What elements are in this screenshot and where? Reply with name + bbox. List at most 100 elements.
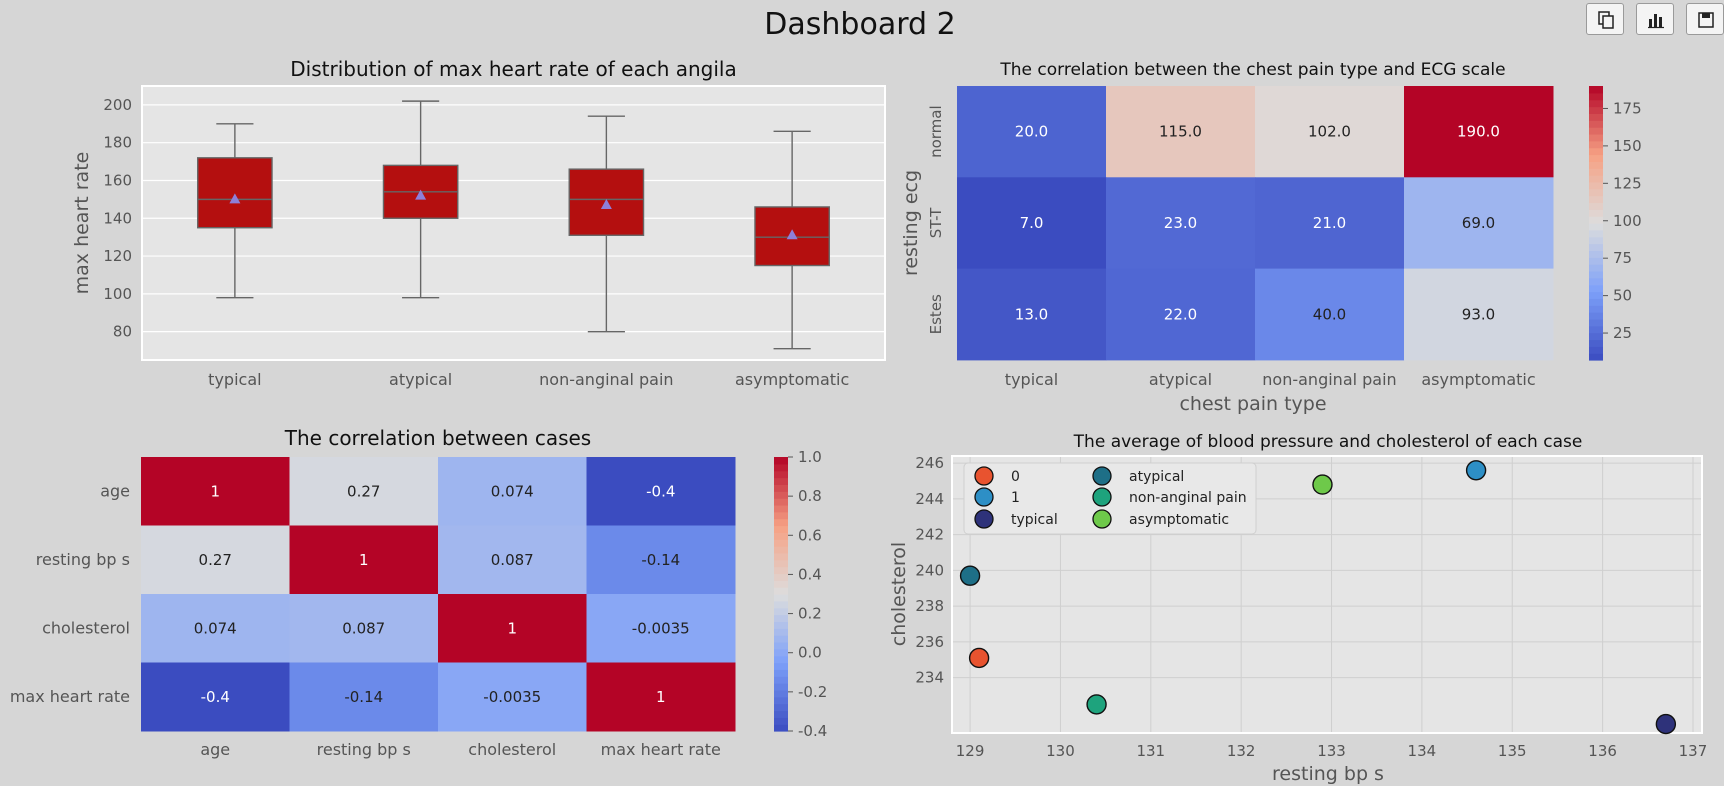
y-tick-label: 242 xyxy=(915,526,944,544)
colorbar-segment xyxy=(774,717,788,725)
colorbar-segment xyxy=(774,525,788,533)
colorbar-segment xyxy=(1589,223,1603,231)
scatter-point xyxy=(1465,460,1487,481)
colorbar-segment xyxy=(1589,236,1603,245)
y-tick-label: 140 xyxy=(103,209,132,227)
colorbar-tick-label: 0.6 xyxy=(798,526,822,544)
colorbar-tick-label: 25 xyxy=(1613,324,1632,342)
dashboard-title: Dashboard 2 xyxy=(764,7,955,42)
heatmap-cell xyxy=(438,525,587,595)
legend-marker xyxy=(1092,487,1112,507)
heatmap-cell xyxy=(141,525,290,595)
x-tick-label: 129 xyxy=(956,742,985,760)
colorbar-segment xyxy=(1589,113,1603,121)
colorbar-tick-label: 50 xyxy=(1613,287,1632,305)
scatter-point xyxy=(1086,694,1107,715)
heatmap-cell xyxy=(1106,268,1256,361)
y-axis-label: cholesterol xyxy=(888,542,910,646)
colorbar-segment xyxy=(1589,120,1603,128)
cell-label: 0.074 xyxy=(491,482,534,500)
colorbar-segment xyxy=(774,573,788,581)
colorbar-segment xyxy=(774,655,788,664)
colorbar-segment xyxy=(774,696,788,705)
heatmap-cell xyxy=(438,662,587,732)
cell-label: 1 xyxy=(359,551,369,569)
colorbar-segment xyxy=(774,703,788,712)
y-axis-label: resting ecg xyxy=(900,170,922,276)
cell-label: 20.0 xyxy=(1015,123,1048,141)
colorbar-segment xyxy=(774,539,788,547)
colorbar-segment xyxy=(774,628,788,636)
legend-label: non-anginal pain xyxy=(1129,490,1247,506)
y-tick-label: 234 xyxy=(915,669,944,687)
colorbar-tick-label: -0.2 xyxy=(798,683,827,701)
box-0 xyxy=(197,157,273,229)
mean-marker xyxy=(229,193,241,204)
colorbar-segment xyxy=(1589,92,1603,101)
x-axis-label: resting bp s xyxy=(1272,763,1384,785)
y-tick-label: 244 xyxy=(915,490,944,508)
heatmap-cell xyxy=(957,268,1107,361)
legend-label: 1 xyxy=(1011,490,1020,506)
colorbar-segment xyxy=(1589,257,1603,265)
heatmap-cell xyxy=(141,457,290,526)
colorbar-segment xyxy=(1589,181,1603,190)
y-axis-label: max heart rate xyxy=(71,152,93,295)
x-tick-label: 130 xyxy=(1046,742,1075,760)
colorbar-segment xyxy=(1589,202,1603,210)
colorbar-segment xyxy=(1589,250,1603,258)
bar-chart-button[interactable] xyxy=(1636,3,1674,35)
x-tick-label: 135 xyxy=(1498,742,1527,760)
colorbar-segment xyxy=(774,676,788,684)
colorbar-tick-label: 0.0 xyxy=(798,644,822,662)
mean-marker xyxy=(415,189,427,200)
legend-marker xyxy=(974,509,994,529)
colorbar-segment xyxy=(774,457,788,465)
chart-title: The correlation between the chest pain t… xyxy=(999,60,1505,80)
x-tick-label: 131 xyxy=(1136,742,1165,760)
heatmap-cell xyxy=(141,594,290,663)
legend-label: atypical xyxy=(1129,469,1184,485)
cell-label: 23.0 xyxy=(1164,214,1197,232)
legend-marker xyxy=(974,466,994,486)
scatter-point xyxy=(1312,474,1333,495)
cell-label: 40.0 xyxy=(1313,305,1346,323)
x-tick-label: non-anginal pain xyxy=(1262,370,1396,389)
copy-button[interactable] xyxy=(1586,3,1624,35)
colorbar-tick-label: 125 xyxy=(1613,174,1642,192)
colorbar-segment xyxy=(774,669,788,677)
colorbar-segment xyxy=(1589,325,1603,334)
colorbar-segment xyxy=(774,710,788,718)
colorbar-segment xyxy=(774,477,788,485)
copy-icon xyxy=(1598,11,1614,29)
heatmap-cell xyxy=(1404,86,1554,178)
colorbar-segment xyxy=(1589,106,1603,114)
colorbar-segment xyxy=(774,518,788,527)
plot-frame xyxy=(951,455,1703,734)
y-tick-label: 200 xyxy=(103,96,132,114)
colorbar-segment xyxy=(1589,298,1603,306)
heatmap-cell xyxy=(289,457,439,526)
x-tick-label: 132 xyxy=(1227,742,1256,760)
cell-label: -0.0035 xyxy=(632,619,690,637)
colorbar-segment xyxy=(774,484,788,492)
colorbar-segment xyxy=(1589,339,1603,347)
x-tick-label: typical xyxy=(1005,370,1058,389)
heatmap-cell xyxy=(289,594,439,663)
colorbar-segment xyxy=(1589,209,1603,217)
colorbar-segment xyxy=(1589,243,1603,251)
colorbar-segment xyxy=(1589,154,1603,162)
heatmap-cell xyxy=(1404,268,1554,361)
cell-label: 7.0 xyxy=(1020,214,1044,232)
y-tick-label: max heart rate xyxy=(10,687,130,706)
heatmap-cell xyxy=(957,86,1107,178)
colorbar-segment xyxy=(1589,353,1603,361)
x-axis-label: chest pain type xyxy=(1179,393,1326,415)
x-tick-label: typical xyxy=(208,370,261,389)
cell-label: 22.0 xyxy=(1164,305,1197,323)
colorbar-segment xyxy=(1589,291,1603,299)
y-tick-label: 180 xyxy=(103,134,132,152)
cell-label: 1 xyxy=(656,688,666,706)
save-button[interactable] xyxy=(1686,3,1724,35)
heatmap-cell xyxy=(586,525,736,595)
